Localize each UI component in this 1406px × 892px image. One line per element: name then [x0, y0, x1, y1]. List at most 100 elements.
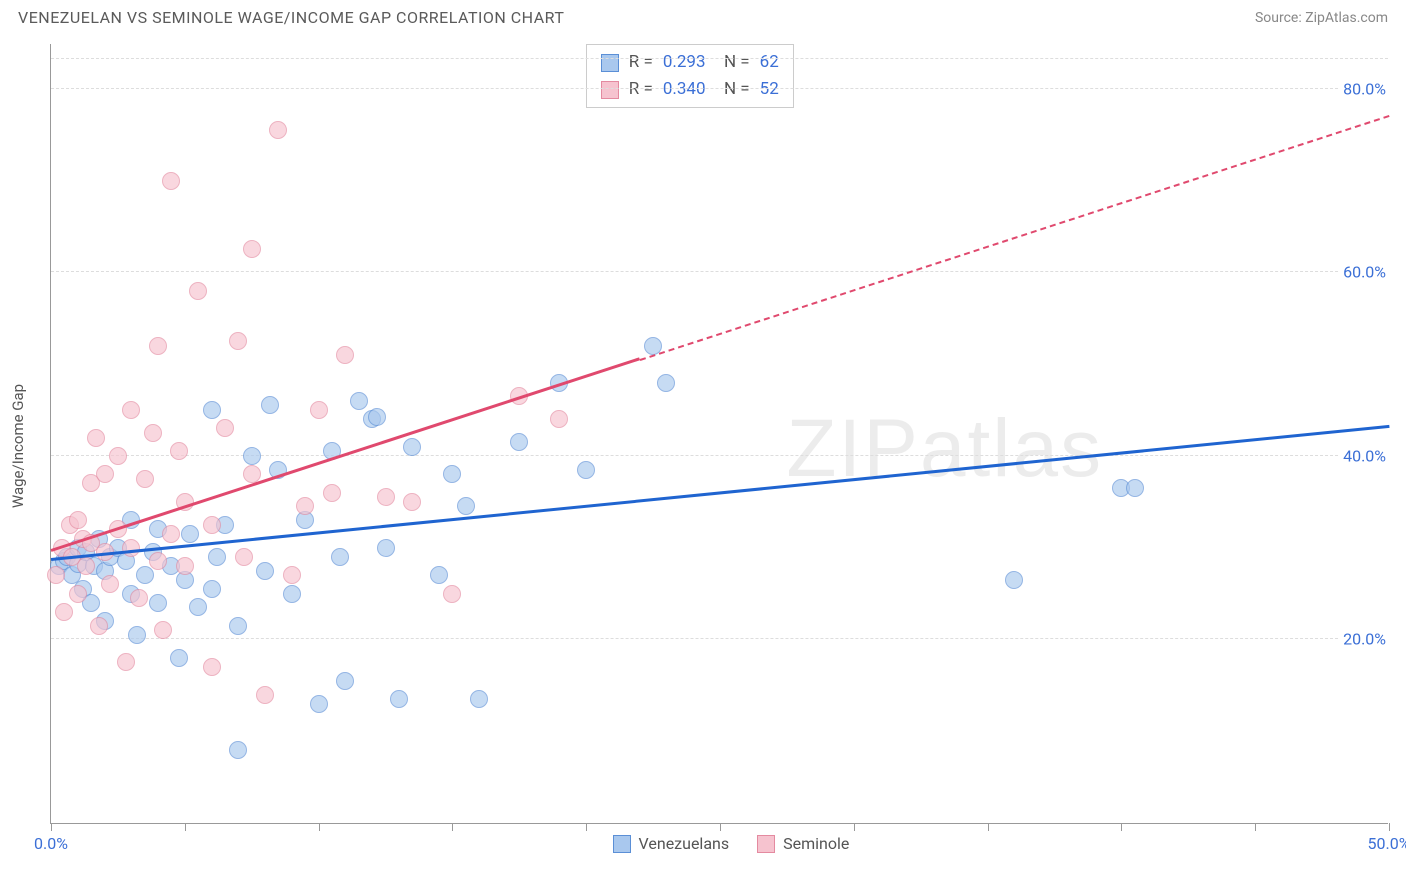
data-point	[336, 672, 354, 690]
data-point	[269, 121, 287, 139]
data-point	[430, 566, 448, 584]
data-point	[457, 497, 475, 515]
y-tick-label: 80.0%	[1339, 79, 1390, 98]
data-point	[283, 566, 301, 584]
chart-title: VENEZUELAN VS SEMINOLE WAGE/INCOME GAP C…	[18, 8, 564, 27]
data-point	[323, 484, 341, 502]
data-point	[96, 465, 114, 483]
y-axis-label: Wage/Income Gap	[9, 384, 27, 508]
data-point	[87, 429, 105, 447]
data-point	[229, 332, 247, 350]
data-point	[162, 525, 180, 543]
data-point	[310, 695, 328, 713]
data-point	[403, 493, 421, 511]
data-point	[390, 690, 408, 708]
data-point	[130, 589, 148, 607]
data-point	[208, 548, 226, 566]
gridline	[51, 88, 1388, 89]
data-point	[122, 401, 140, 419]
data-point	[243, 447, 261, 465]
series-legend: Venezuelans Seminole	[613, 834, 850, 853]
trend-line	[51, 425, 1389, 561]
data-point	[310, 401, 328, 419]
data-point	[162, 172, 180, 190]
x-tick	[185, 823, 186, 831]
legend-item-venezuelans: Venezuelans	[613, 834, 730, 853]
data-point	[331, 548, 349, 566]
n-value-seminole: 52	[760, 76, 779, 103]
data-point	[189, 282, 207, 300]
legend-label-seminole: Seminole	[783, 834, 849, 853]
data-point	[377, 488, 395, 506]
trend-line-extrapolated	[639, 114, 1389, 360]
data-point	[256, 686, 274, 704]
data-point	[176, 557, 194, 575]
x-tick-label: 50.0%	[1368, 834, 1406, 853]
data-point	[77, 557, 95, 575]
data-point	[256, 562, 274, 580]
x-tick	[1255, 823, 1256, 831]
stats-row-seminole: R = 0.340 N = 52	[601, 76, 779, 103]
data-point	[69, 511, 87, 529]
data-point	[181, 525, 199, 543]
data-point	[144, 424, 162, 442]
data-point	[377, 539, 395, 557]
data-point	[154, 621, 172, 639]
x-tick	[452, 823, 453, 831]
x-tick-label: 0.0%	[34, 834, 68, 853]
x-tick	[988, 823, 989, 831]
data-point	[149, 594, 167, 612]
y-tick-label: 20.0%	[1339, 630, 1390, 649]
r-value-venezuelans: 0.293	[663, 49, 706, 76]
data-point	[101, 575, 119, 593]
swatch-seminole	[757, 835, 775, 853]
gridline	[51, 58, 1388, 59]
legend-item-seminole: Seminole	[757, 834, 849, 853]
data-point	[122, 539, 140, 557]
source-label: Source: ZipAtlas.com	[1255, 10, 1388, 26]
data-point	[203, 401, 221, 419]
stats-legend-box: R = 0.293 N = 62 R = 0.340 N = 52	[586, 44, 794, 108]
gridline	[51, 638, 1388, 639]
legend-label-venezuelans: Venezuelans	[639, 834, 730, 853]
data-point	[203, 516, 221, 534]
data-point	[170, 649, 188, 667]
data-point	[149, 337, 167, 355]
data-point	[443, 465, 461, 483]
data-point	[229, 617, 247, 635]
data-point	[69, 585, 87, 603]
data-point	[136, 470, 154, 488]
data-point	[368, 408, 386, 426]
y-tick-label: 40.0%	[1339, 446, 1390, 465]
stats-row-venezuelans: R = 0.293 N = 62	[601, 49, 779, 76]
y-tick-label: 60.0%	[1339, 263, 1390, 282]
data-point	[1126, 479, 1144, 497]
x-tick	[319, 823, 320, 831]
data-point	[1005, 571, 1023, 589]
data-point	[170, 442, 188, 460]
data-point	[90, 617, 108, 635]
data-point	[189, 598, 207, 616]
x-tick	[51, 823, 52, 831]
data-point	[55, 603, 73, 621]
data-point	[235, 548, 253, 566]
data-point	[136, 566, 154, 584]
data-point	[657, 374, 675, 392]
data-point	[283, 585, 301, 603]
data-point	[336, 346, 354, 364]
data-point	[203, 658, 221, 676]
data-point	[577, 461, 595, 479]
data-point	[470, 690, 488, 708]
data-point	[149, 552, 167, 570]
gridline	[51, 271, 1388, 272]
x-tick	[1121, 823, 1122, 831]
swatch-seminole	[601, 81, 619, 99]
x-tick	[854, 823, 855, 831]
swatch-venezuelans	[613, 835, 631, 853]
data-point	[117, 653, 135, 671]
x-tick	[586, 823, 587, 831]
data-point	[109, 447, 127, 465]
data-point	[350, 392, 368, 410]
data-point	[229, 741, 247, 759]
x-tick	[1389, 823, 1390, 831]
